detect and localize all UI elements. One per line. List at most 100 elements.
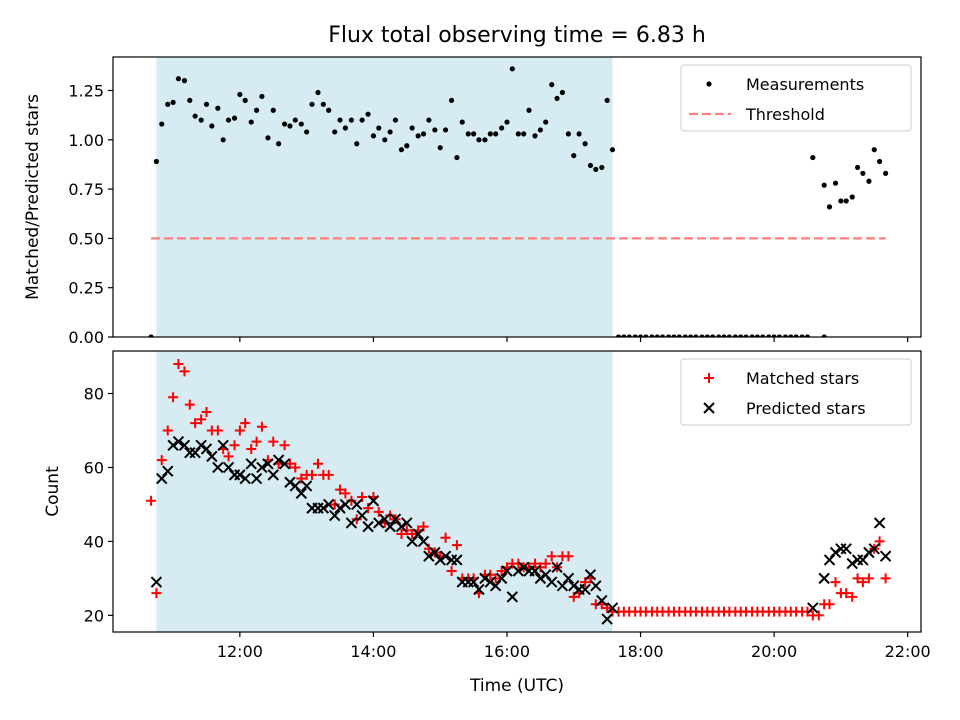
observing-interval-shade — [156, 351, 613, 632]
predicted-star-point — [401, 517, 413, 529]
predicted-star-point — [501, 565, 513, 577]
predicted-star-point — [506, 591, 519, 603]
plot-area — [148, 66, 889, 337]
measurement-point — [826, 204, 833, 210]
matched-star-point — [329, 499, 340, 510]
measurement-point — [476, 137, 482, 143]
measurement-point — [248, 119, 254, 125]
measurement-point — [576, 131, 582, 137]
predicted-star-point — [451, 554, 463, 566]
y-tick-label: 20 — [84, 606, 104, 625]
measurement-point — [426, 117, 432, 123]
measurement-point — [159, 121, 165, 127]
measurement-point — [276, 141, 282, 147]
predicted-star-point — [473, 583, 485, 596]
measurement-point — [799, 334, 805, 337]
predicted-star-point — [479, 572, 491, 585]
measurement-point — [615, 334, 622, 337]
matched-star-point — [396, 529, 407, 540]
predicted-star-point — [356, 509, 368, 522]
measurement-point — [716, 334, 722, 337]
measurement-point — [587, 162, 594, 169]
y-tick-label: 0.00 — [68, 328, 104, 347]
measurement-point — [843, 198, 849, 204]
predicted-star-point — [317, 502, 330, 514]
matched-star-point — [373, 506, 384, 517]
matched-star-point — [290, 462, 301, 473]
measurement-point — [693, 334, 699, 337]
measurement-point — [392, 117, 399, 123]
predicted-star-point — [362, 520, 374, 533]
measurement-point — [771, 334, 777, 337]
measurement-point — [810, 154, 816, 161]
predicted-star-point — [239, 472, 251, 485]
predicted-star-point — [606, 602, 619, 614]
measurement-point — [292, 117, 298, 123]
matched-star-point — [830, 577, 841, 588]
predicted-star-point — [339, 498, 352, 511]
predicted-star-point — [467, 576, 480, 588]
observing-interval-shade — [156, 57, 613, 337]
predicted-star-point — [272, 454, 285, 466]
measurement-point — [543, 119, 549, 125]
measurement-point — [242, 97, 248, 103]
measurement-point — [315, 89, 321, 96]
predicted-star-point — [167, 439, 179, 451]
measurement-point — [220, 137, 226, 143]
plot-area — [146, 358, 892, 625]
measurement-point — [665, 334, 672, 337]
measurement-point — [699, 334, 705, 337]
measurement-point — [253, 107, 260, 113]
matched-star-point — [880, 573, 891, 584]
measurement-point — [225, 117, 232, 123]
matched-star-point — [284, 458, 295, 469]
measurement-point — [515, 131, 521, 137]
measurement-point — [659, 334, 666, 337]
measurement-point — [320, 101, 326, 107]
predicted-star-point — [395, 520, 408, 533]
matched-star-point — [852, 573, 863, 584]
y-tick-label: 40 — [84, 532, 104, 551]
measurement-point — [760, 334, 766, 337]
top-panel: 0.00 0.25 0.50 0.75 1.00 1.25 Matched/Predicte… — [23, 56, 922, 347]
measurement-point — [175, 76, 182, 82]
legend-box — [680, 358, 912, 426]
predicted-star-point — [439, 550, 452, 562]
x-tick-label: 12:00 — [217, 642, 263, 661]
predicted-star-point — [250, 472, 263, 485]
measurement-point — [626, 334, 632, 337]
predicted-star-point — [596, 594, 608, 607]
y-tick-label: 1.00 — [68, 131, 104, 150]
matched-star-point — [407, 529, 418, 540]
measurement-point — [287, 123, 293, 129]
predicted-star-point — [412, 528, 424, 540]
matched-star-point — [246, 443, 257, 454]
legend: Measurements Threshold — [680, 64, 912, 132]
predicted-star-point — [234, 469, 246, 481]
predicted-star-point — [172, 435, 185, 448]
matched-star-point — [156, 455, 167, 466]
measurement-point — [854, 164, 861, 171]
measurement-point — [282, 121, 288, 127]
matched-star-point — [212, 425, 223, 436]
predicted-star-point — [384, 520, 396, 533]
matched-star-point — [813, 610, 824, 621]
legend: Matched stars Predicted stars — [680, 358, 912, 426]
legend-matched-marker — [704, 373, 714, 383]
predicted-star-point — [512, 565, 525, 577]
predicted-star-point — [551, 561, 563, 574]
measurement-point — [521, 131, 527, 137]
axes-frame — [112, 350, 922, 633]
measurement-point — [604, 97, 610, 103]
predicted-star-point — [162, 465, 174, 477]
matched-star-point — [268, 436, 279, 447]
predicted-star-point — [322, 498, 335, 511]
x-tick-label: 22:00 — [885, 642, 931, 661]
measurement-point — [621, 334, 627, 337]
matched-star-point — [323, 469, 334, 480]
y-tick-label: 1.25 — [68, 82, 104, 101]
axes-frame — [112, 56, 922, 338]
legend-label: Threshold — [745, 105, 825, 124]
measurement-point — [632, 334, 638, 337]
predicted-star-point — [818, 572, 830, 585]
